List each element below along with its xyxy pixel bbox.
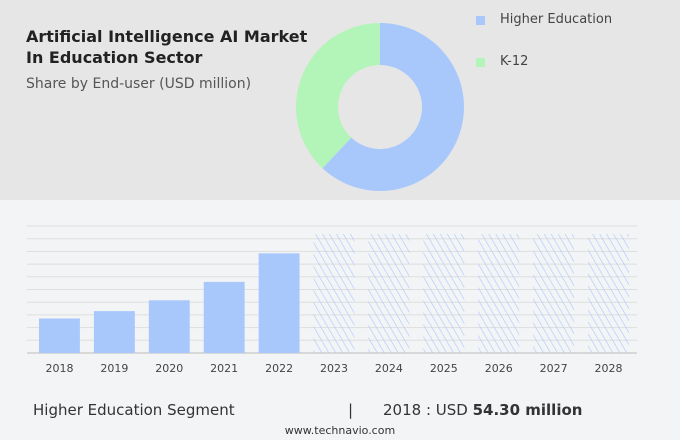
bar-2019 — [93, 311, 135, 353]
x-axis-labels: 2018 2019 2020 2021 2022 2023 2024 2025 2026 2027… — [45, 362, 622, 375]
donut-slice-1 — [296, 22, 380, 169]
donut-chart — [296, 22, 464, 191]
chart-title: Artificial Intelligence AI Market In Edu… — [26, 26, 316, 68]
bar-2021 — [203, 281, 245, 353]
forecast-bar-2026 — [478, 234, 520, 353]
bar-2018 — [39, 318, 80, 353]
x-label-2020: 2020 — [155, 362, 183, 375]
footer-separator: | — [348, 401, 354, 419]
footer-year: 2018 : USD — [383, 401, 473, 419]
chart-subtitle: Share by End-user (USD million) — [26, 76, 252, 92]
x-label-2025: 2025 — [430, 362, 458, 375]
forecast-bar-2027 — [533, 234, 575, 353]
footer-segment: Higher Education Segment — [33, 401, 235, 419]
x-label-2027: 2027 — [540, 362, 568, 375]
bars — [39, 234, 629, 353]
legend-label: K-12 — [500, 54, 529, 69]
bar-2020 — [148, 300, 190, 353]
forecast-bar-2025 — [423, 234, 465, 353]
website: www.technavio.com — [284, 424, 396, 437]
title-line-1: Artificial Intelligence AI Market — [26, 27, 308, 46]
legend-label: Higher Education — [500, 12, 613, 27]
forecast-bar-2023 — [313, 234, 355, 353]
x-label-2022: 2022 — [265, 362, 293, 375]
title-line-2: In Education Sector — [26, 48, 203, 67]
x-label-2028: 2028 — [595, 362, 623, 375]
x-label-2023: 2023 — [320, 362, 348, 375]
donut-slice-0 — [322, 23, 464, 191]
legend-item-k12: K-12 — [476, 54, 668, 72]
x-label-2018: 2018 — [45, 362, 73, 375]
legend-swatch — [476, 58, 485, 67]
bar-2022 — [258, 253, 300, 353]
legend-item-higher-education: Higher Education — [476, 12, 668, 30]
x-label-2026: 2026 — [485, 362, 513, 375]
x-label-2024: 2024 — [375, 362, 403, 375]
forecast-bar-2024 — [368, 234, 410, 353]
x-label-2019: 2019 — [100, 362, 128, 375]
legend-swatch — [476, 16, 485, 25]
x-label-2021: 2021 — [210, 362, 238, 375]
forecast-bar-2028 — [588, 234, 629, 353]
footer-value: 2018 : USD 54.30 million — [383, 401, 582, 419]
footer-amount: 54.30 million — [472, 401, 583, 419]
